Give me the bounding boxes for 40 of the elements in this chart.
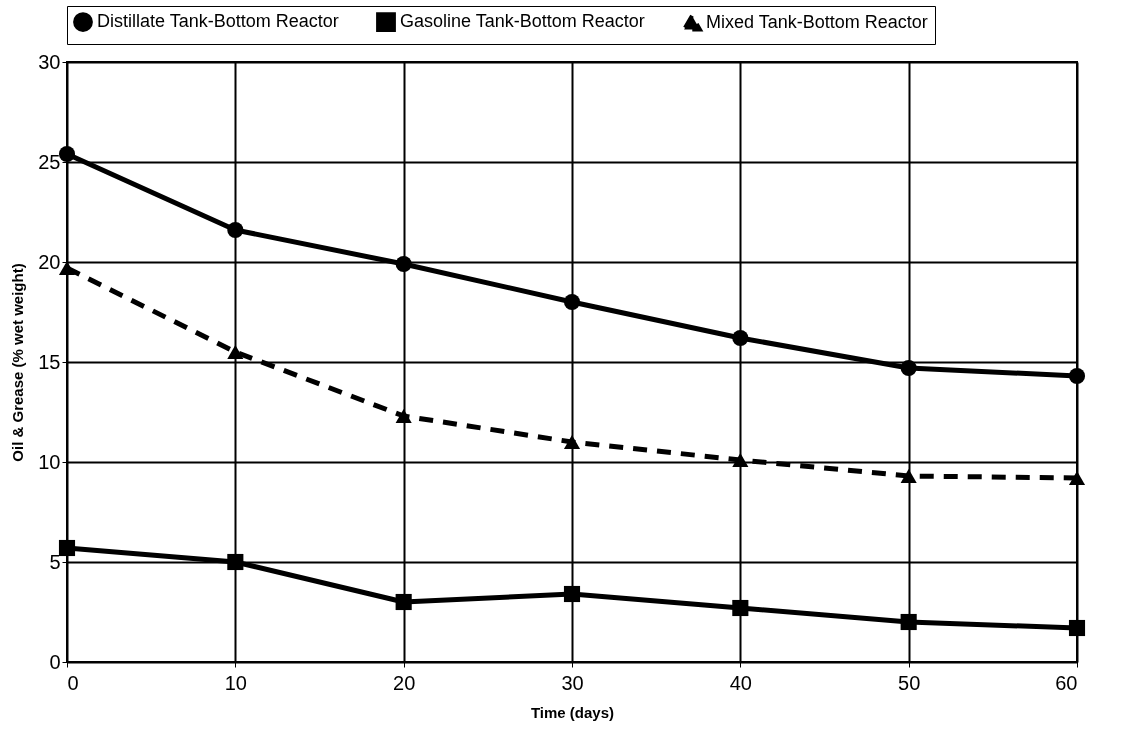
x-tick-label: 10	[224, 671, 247, 694]
point	[58, 261, 76, 275]
point	[227, 553, 244, 571]
y-tick-label: 15	[38, 350, 61, 373]
point	[732, 599, 749, 617]
legend-label: Distillate Tank-Bottom Reactor	[97, 11, 339, 32]
y-tick-label: 10	[38, 450, 61, 473]
x-tick-label: 50	[898, 671, 921, 694]
point	[900, 469, 917, 483]
point	[227, 221, 244, 239]
point	[395, 593, 412, 611]
point	[1068, 471, 1086, 485]
point	[563, 585, 581, 603]
point	[732, 453, 749, 467]
point	[1068, 619, 1086, 637]
y-tick-label: 20	[38, 250, 61, 273]
point	[563, 293, 581, 311]
x-tick-label: 30	[561, 671, 584, 694]
point	[227, 345, 244, 359]
y-tick-label: 25	[38, 150, 61, 173]
x-tick-label: 0	[67, 671, 79, 694]
x-tick-label: 40	[729, 671, 752, 694]
x-tick-label: 60	[1055, 671, 1078, 694]
x-axis-title: Time (days)	[530, 703, 615, 721]
y-tick-label: 5	[49, 550, 61, 573]
point	[58, 145, 76, 163]
point	[1068, 367, 1086, 385]
y-axis-title: Oil & Grease (% wet weight)	[9, 263, 27, 462]
y-tick-label: 0	[49, 650, 61, 673]
point	[900, 359, 917, 377]
legend-label: Gasoline Tank-Bottom Reactor	[400, 11, 645, 32]
legend-label: Mixed Tank-Bottom Reactor	[706, 11, 928, 32]
point	[395, 409, 412, 423]
point	[900, 613, 917, 631]
point	[563, 435, 581, 449]
point	[58, 539, 76, 557]
x-tick-label: 20	[393, 671, 416, 694]
point	[395, 255, 412, 273]
point	[732, 329, 749, 347]
y-tick-label: 30	[38, 50, 61, 73]
